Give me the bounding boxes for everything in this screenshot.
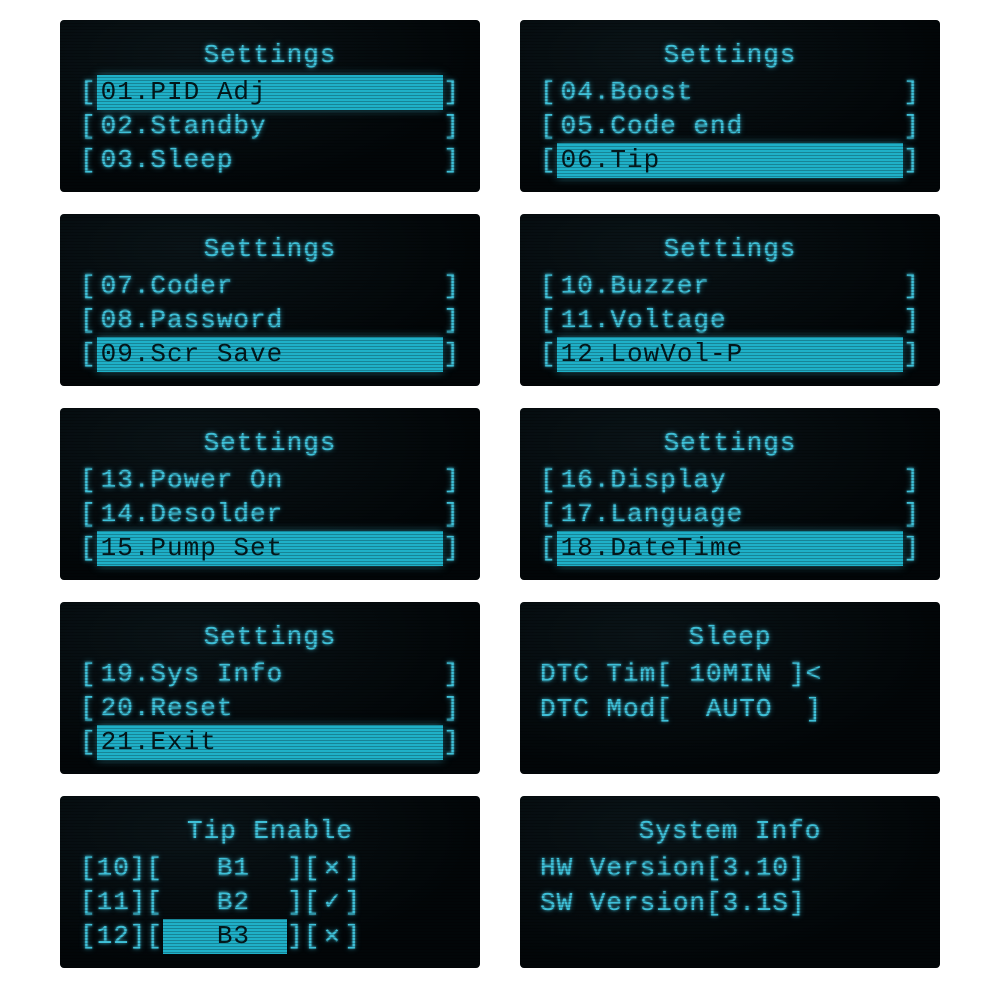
screen-title: Settings [80, 38, 460, 73]
checkbox-x-icon[interactable]: ✕ [320, 919, 344, 954]
lcd-screen-9: System InfoHW Version[3.10]SW Version[3.… [520, 796, 940, 968]
menu-item-label: 09.Scr Save [97, 337, 444, 372]
menu-item[interactable]: [03.Sleep ] [80, 143, 460, 177]
screen-title: Settings [80, 620, 460, 655]
menu-item-label: 07.Coder [97, 269, 444, 304]
menu-item-label: 12.LowVol-P [557, 337, 904, 372]
tip-name: B3 [163, 919, 287, 954]
lcd-screen-3: Settings[10.Buzzer ][11.Voltage ][12.Low… [520, 214, 940, 386]
menu-item-label: 18.DateTime [557, 531, 904, 566]
lcd-screen-6: Settings[19.Sys Info ][20.Reset ][21.Exi… [60, 602, 480, 774]
screen-title: Sleep [540, 620, 920, 655]
menu-item[interactable]: [21.Exit ] [80, 725, 460, 759]
menu-item-label: 17.Language [557, 497, 904, 532]
lcd-screen-4: Settings[13.Power On ][14.Desolder ][15.… [60, 408, 480, 580]
menu-item[interactable]: [10.Buzzer ] [540, 269, 920, 303]
menu-item-label: 03.Sleep [97, 143, 444, 178]
menu-item[interactable]: [07.Coder ] [80, 269, 460, 303]
screen-title: Settings [540, 426, 920, 461]
tip-row[interactable]: [10][ B1 ][✕] [80, 851, 460, 885]
param-row[interactable]: DTC Tim[ 10MIN ]< [540, 657, 920, 692]
menu-item-label: 08.Password [97, 303, 444, 338]
menu-item-label: 20.Reset [97, 691, 444, 726]
param-row[interactable]: DTC Mod[ AUTO ] [540, 692, 920, 727]
menu-item[interactable]: [18.DateTime ] [540, 531, 920, 565]
menu-item[interactable]: [02.Standby ] [80, 109, 460, 143]
menu-item[interactable]: [12.LowVol-P ] [540, 337, 920, 371]
menu-item-label: 19.Sys Info [97, 657, 444, 692]
menu-item-label: 21.Exit [97, 725, 444, 760]
menu-item[interactable]: [11.Voltage ] [540, 303, 920, 337]
menu-item-label: 15.Pump Set [97, 531, 444, 566]
info-line: SW Version[3.1S] [540, 886, 920, 921]
tip-row[interactable]: [11][ B2 ][✓] [80, 885, 460, 919]
menu-item[interactable]: [14.Desolder ] [80, 497, 460, 531]
screen-title: Settings [80, 232, 460, 267]
menu-item-label: 16.Display [557, 463, 904, 498]
lcd-screen-1: Settings[04.Boost ][05.Code end ][06.Tip… [520, 20, 940, 192]
menu-item[interactable]: [01.PID Adj ] [80, 75, 460, 109]
screen-title: Settings [540, 38, 920, 73]
lcd-screen-7: SleepDTC Tim[ 10MIN ]<DTC Mod[ AUTO ] [520, 602, 940, 774]
lcd-screen-0: Settings[01.PID Adj ][02.Standby ][03.Sl… [60, 20, 480, 192]
menu-item[interactable]: [13.Power On ] [80, 463, 460, 497]
menu-item-label: 10.Buzzer [557, 269, 904, 304]
menu-item[interactable]: [04.Boost ] [540, 75, 920, 109]
menu-item-label: 11.Voltage [557, 303, 904, 338]
info-line: HW Version[3.10] [540, 851, 920, 886]
tip-name: B2 [163, 885, 287, 920]
menu-item-label: 01.PID Adj [97, 75, 444, 110]
menu-item[interactable]: [17.Language ] [540, 497, 920, 531]
checkbox-x-icon[interactable]: ✕ [320, 851, 344, 886]
menu-item[interactable]: [08.Password ] [80, 303, 460, 337]
screen-title: Settings [80, 426, 460, 461]
menu-item[interactable]: [05.Code end ] [540, 109, 920, 143]
menu-item-label: 02.Standby [97, 109, 444, 144]
screen-title: System Info [540, 814, 920, 849]
menu-item[interactable]: [15.Pump Set ] [80, 531, 460, 565]
lcd-screen-2: Settings[07.Coder ][08.Password ][09.Scr… [60, 214, 480, 386]
menu-item[interactable]: [09.Scr Save ] [80, 337, 460, 371]
lcd-screen-5: Settings[16.Display ][17.Language ][18.D… [520, 408, 940, 580]
menu-item[interactable]: [16.Display ] [540, 463, 920, 497]
menu-item-label: 14.Desolder [97, 497, 444, 532]
menu-item-label: 04.Boost [557, 75, 904, 110]
screen-title: Tip Enable [80, 814, 460, 849]
menu-item[interactable]: [19.Sys Info ] [80, 657, 460, 691]
tip-name: B1 [163, 851, 287, 886]
lcd-screen-8: Tip Enable[10][ B1 ][✕][11][ B2 ][✓][12]… [60, 796, 480, 968]
screen-title: Settings [540, 232, 920, 267]
menu-item[interactable]: [06.Tip ] [540, 143, 920, 177]
checkbox-checked-icon[interactable]: ✓ [320, 885, 344, 920]
tip-row[interactable]: [12][ B3 ][✕] [80, 919, 460, 953]
menu-item-label: 05.Code end [557, 109, 904, 144]
menu-item-label: 06.Tip [557, 143, 904, 178]
menu-item[interactable]: [20.Reset ] [80, 691, 460, 725]
menu-item-label: 13.Power On [97, 463, 444, 498]
